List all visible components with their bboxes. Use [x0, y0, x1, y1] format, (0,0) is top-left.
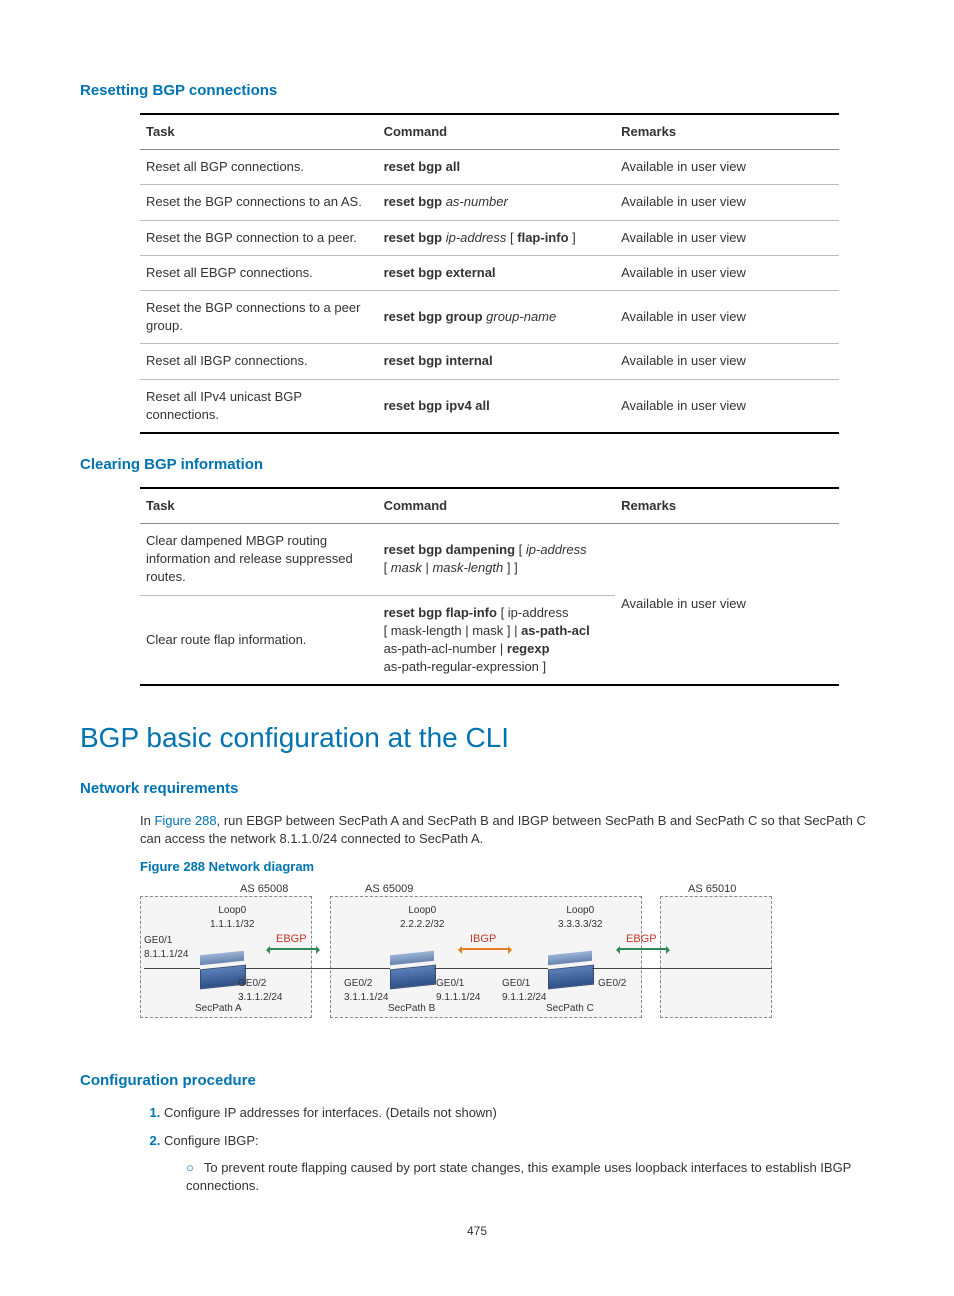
cell-cmd: reset bgp ip-address [ flap-info ]: [378, 220, 616, 255]
proc-step-2: Configure IBGP: To prevent route flappin…: [164, 1132, 874, 1195]
as-box-c: [660, 896, 772, 1018]
table-row: Reset the BGP connections to an AS. rese…: [140, 185, 839, 220]
heading-resetting: Resetting BGP connections: [80, 80, 874, 101]
table-row: Reset all EBGP connections. reset bgp ex…: [140, 255, 839, 290]
cell-rmk: Available in user view: [615, 220, 839, 255]
cell-cmd: reset bgp as-number: [378, 185, 616, 220]
figure-caption: Figure 288 Network diagram: [140, 858, 874, 876]
arrow-ebgp-1: [268, 948, 318, 950]
figure-link[interactable]: Figure 288: [154, 813, 216, 828]
if-c2: GE0/2: [598, 977, 626, 991]
arrow-ebgp-2: [618, 948, 668, 950]
table-reset: Task Command Remarks Reset all BGP conne…: [140, 113, 839, 434]
table-row: Reset all IPv4 unicast BGP connections. …: [140, 379, 839, 433]
cell-cmd: reset bgp all: [378, 150, 616, 185]
loop-c: Loop0 3.3.3.3/32: [558, 904, 602, 932]
th-task: Task: [140, 114, 378, 150]
if-a1: GE0/1 8.1.1.1/24: [144, 934, 188, 962]
loop-b: Loop0 2.2.2.2/32: [400, 904, 444, 932]
router-c-icon: [548, 957, 592, 981]
if-b2: GE0/2 3.1.1.1/24: [344, 977, 388, 1005]
cell-task: Clear route flap information.: [140, 595, 378, 685]
router-b-icon: [390, 957, 434, 981]
netreq-text: In Figure 288, run EBGP between SecPath …: [140, 812, 874, 848]
table-row: Reset the BGP connection to a peer. rese…: [140, 220, 839, 255]
if-c1: GE0/1 9.1.1.2/24: [502, 977, 546, 1005]
cell-rmk: Available in user view: [615, 379, 839, 433]
cell-cmd: reset bgp group group-name: [378, 290, 616, 343]
node-c: SecPath C: [546, 1002, 594, 1016]
table-row: Reset all IBGP connections. reset bgp in…: [140, 344, 839, 379]
cell-cmd: reset bgp dampening [ ip-address[ mask |…: [378, 524, 616, 596]
as-label-c: AS 65010: [688, 882, 736, 897]
th-cmd: Command: [378, 114, 616, 150]
heading-confproc: Configuration procedure: [80, 1070, 874, 1091]
th-task: Task: [140, 488, 378, 524]
node-b: SecPath B: [388, 1002, 435, 1016]
cell-rmk: Available in user view: [615, 185, 839, 220]
cell-cmd: reset bgp external: [378, 255, 616, 290]
th-rmk: Remarks: [615, 488, 839, 524]
procedure-list: Configure IP addresses for interfaces. (…: [140, 1104, 874, 1195]
table-row: Reset all BGP connections. reset bgp all…: [140, 150, 839, 185]
cell-task: Reset all BGP connections.: [140, 150, 378, 185]
cell-task: Reset all IPv4 unicast BGP connections.: [140, 379, 378, 433]
if-b1: GE0/1 9.1.1.1/24: [436, 977, 480, 1005]
link-a-left: [144, 968, 200, 969]
link-ab: [244, 968, 390, 969]
cell-task: Reset the BGP connections to an AS.: [140, 185, 378, 220]
table-row: Clear dampened MBGP routing information …: [140, 524, 839, 596]
proto-ebgp-2: EBGP: [626, 932, 657, 947]
network-diagram: AS 65008 AS 65009 AS 65010 Loop0 1.1.1.1…: [140, 882, 780, 1042]
th-cmd: Command: [378, 488, 616, 524]
proto-ibgp: IBGP: [470, 932, 496, 947]
heading-netreq: Network requirements: [80, 778, 874, 799]
cell-rmk: Available in user view: [615, 290, 839, 343]
link-bc: [434, 968, 548, 969]
as-label-a: AS 65008: [240, 882, 288, 897]
heading-clearing: Clearing BGP information: [80, 454, 874, 475]
cell-rmk: Available in user view: [615, 344, 839, 379]
node-a: SecPath A: [195, 1002, 242, 1016]
cell-rmk: Available in user view: [615, 524, 839, 686]
if-a2: GE0/2 3.1.1.2/24: [238, 977, 282, 1005]
arrow-ibgp: [460, 948, 510, 950]
cell-rmk: Available in user view: [615, 150, 839, 185]
loop-a: Loop0 1.1.1.1/32: [210, 904, 254, 932]
cell-cmd: reset bgp internal: [378, 344, 616, 379]
proc-step-1: Configure IP addresses for interfaces. (…: [164, 1104, 874, 1122]
table-clear: Task Command Remarks Clear dampened MBGP…: [140, 487, 839, 687]
proto-ebgp-1: EBGP: [276, 932, 307, 947]
cell-task: Reset the BGP connections to a peer grou…: [140, 290, 378, 343]
cell-task: Reset the BGP connection to a peer.: [140, 220, 378, 255]
table-row: Reset the BGP connections to a peer grou…: [140, 290, 839, 343]
cell-task: Reset all IBGP connections.: [140, 344, 378, 379]
cell-cmd: reset bgp flap-info [ ip-address[ mask-l…: [378, 595, 616, 685]
th-rmk: Remarks: [615, 114, 839, 150]
as-label-b: AS 65009: [365, 882, 413, 897]
cell-task: Reset all EBGP connections.: [140, 255, 378, 290]
cell-cmd: reset bgp ipv4 all: [378, 379, 616, 433]
link-cd: [592, 968, 772, 969]
page-number: 475: [80, 1223, 874, 1240]
section-title: BGP basic configuration at the CLI: [80, 718, 874, 757]
proc-step-2-sub: To prevent route flapping caused by port…: [186, 1159, 874, 1195]
cell-rmk: Available in user view: [615, 255, 839, 290]
cell-task: Clear dampened MBGP routing information …: [140, 524, 378, 596]
